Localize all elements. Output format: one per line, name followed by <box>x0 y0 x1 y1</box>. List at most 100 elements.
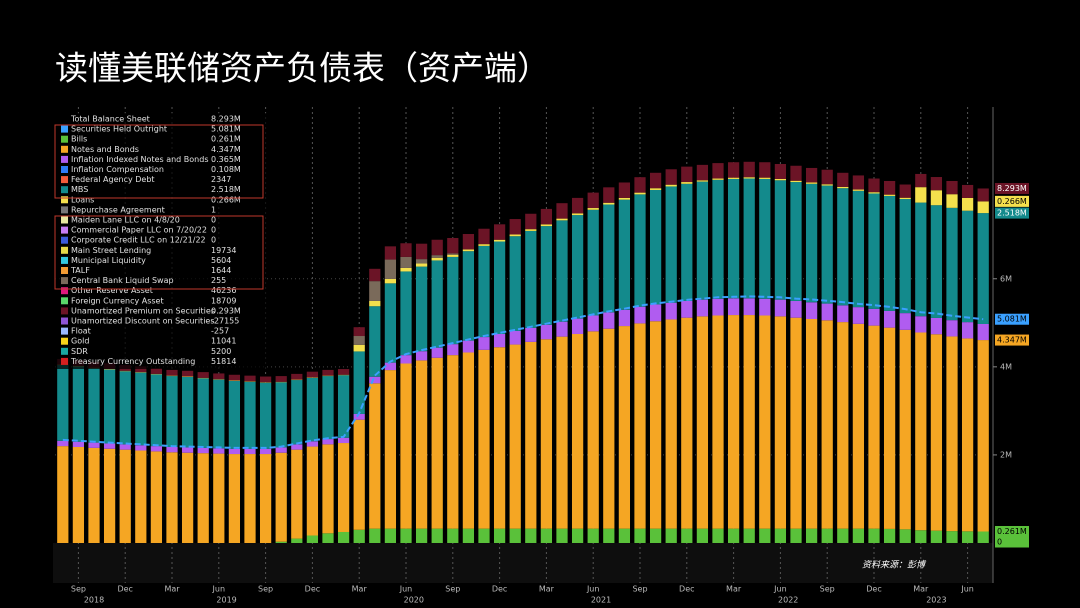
legend-name: Inflation Compensation <box>71 165 164 174</box>
bar-segment <box>805 183 818 303</box>
bar-segment <box>681 300 693 318</box>
bar-segment <box>478 244 490 246</box>
bar-segment <box>525 230 537 328</box>
bar-segment <box>181 376 194 448</box>
bar-segment <box>509 330 521 345</box>
legend-value: 18709 <box>211 296 236 305</box>
x-tick-label: Jun <box>586 585 600 594</box>
legend-swatch <box>61 145 68 153</box>
bar-segment <box>571 318 584 334</box>
bar-segment <box>540 226 553 325</box>
bar-segment <box>977 531 989 543</box>
bar-segment <box>540 339 553 529</box>
slide-title: 读懂美联储资产负债表（资产端） <box>55 49 550 88</box>
bar-segment <box>821 320 833 529</box>
end-label-box <box>995 182 1029 194</box>
bar-segment <box>571 333 584 529</box>
bar-segment <box>322 369 334 376</box>
bar-segment <box>447 237 459 254</box>
bar-segment <box>447 256 459 345</box>
bar-segment <box>837 528 849 543</box>
bar-segment <box>556 203 568 219</box>
bar-segment <box>119 449 131 543</box>
legend-value: 1 <box>211 205 216 214</box>
bar-segment <box>681 528 693 543</box>
bar-segment <box>603 312 615 329</box>
x-year-label: 2021 <box>591 596 611 605</box>
bar-segment <box>790 317 802 529</box>
x-tick-label: Dec <box>866 585 881 594</box>
bar-segment <box>135 450 147 543</box>
bar-segment <box>587 528 599 543</box>
bar-segment <box>618 182 631 198</box>
legend-swatch <box>61 135 68 143</box>
bar-segment <box>197 378 209 448</box>
bar-segment <box>275 541 287 543</box>
legend-name: Other Reserve Asset <box>71 286 153 295</box>
bar-segment <box>649 528 662 543</box>
legend-value: -27155 <box>211 317 239 326</box>
bar-segment <box>509 528 521 543</box>
bar-segment <box>603 187 615 203</box>
plot <box>55 107 991 583</box>
bar-segment <box>665 184 677 187</box>
bar-segment <box>571 213 584 216</box>
legend-swatch <box>61 236 68 244</box>
bar-segment <box>899 313 911 330</box>
legend-value: 2.518M <box>211 185 241 194</box>
highlight-box <box>54 124 264 199</box>
bar-segment <box>275 447 287 453</box>
bar-segment <box>150 374 163 447</box>
bar-segment <box>353 336 365 345</box>
bar-segment <box>696 164 709 181</box>
bar-segment <box>244 375 256 382</box>
bar-segment <box>275 376 287 382</box>
legend-name: Bills <box>71 135 87 144</box>
bar-segment <box>805 319 818 529</box>
bar-segment <box>88 447 100 543</box>
bar-segment <box>681 317 693 529</box>
bar-segment <box>571 215 584 319</box>
bar-segment <box>930 205 943 318</box>
x-tick-label: Sep <box>632 585 647 594</box>
legend-name: Unamortized Premium on Securities <box>71 306 215 315</box>
bar-segment <box>88 368 100 443</box>
legend-swatch <box>61 267 68 274</box>
bar-segment <box>915 530 927 543</box>
end-label: 0 <box>997 538 1002 547</box>
x-year-label: 2020 <box>404 596 424 605</box>
bar-segment <box>353 327 365 337</box>
bar-segment <box>868 528 880 543</box>
bar-segment <box>322 444 334 534</box>
x-tick-label: Dec <box>117 585 132 594</box>
bar-segment <box>852 189 865 191</box>
bar-segment <box>743 177 755 179</box>
bar-segment <box>540 224 553 227</box>
bar-segment <box>181 370 194 377</box>
bar-segment <box>72 446 85 543</box>
y-tick-label: 2M <box>1000 450 1012 459</box>
legend-swatch <box>61 317 68 325</box>
bar-segment <box>587 315 599 332</box>
bar-segment <box>369 268 381 282</box>
bar-segment <box>244 448 256 455</box>
bar-segment <box>665 319 677 529</box>
x-tick-label: Dec <box>492 585 507 594</box>
bar-segment <box>696 299 709 317</box>
end-label: 8.293M <box>997 184 1027 193</box>
bar-segment <box>447 355 459 529</box>
bar-segment <box>259 376 272 383</box>
end-label: 0.266M <box>997 197 1027 206</box>
x-tick-label: Mar <box>726 585 742 594</box>
bar-segment <box>821 184 833 186</box>
bar-segment <box>774 180 787 300</box>
legend-name: Securities Held Outright <box>71 125 167 134</box>
bar-segment <box>103 448 116 543</box>
bar-segment <box>821 528 833 543</box>
bar-segment <box>634 323 646 529</box>
bar-segment <box>634 192 646 195</box>
bar-segment <box>556 336 568 529</box>
bar-segment <box>103 369 116 444</box>
bar-segment <box>587 331 599 529</box>
end-label-box <box>995 526 1029 538</box>
